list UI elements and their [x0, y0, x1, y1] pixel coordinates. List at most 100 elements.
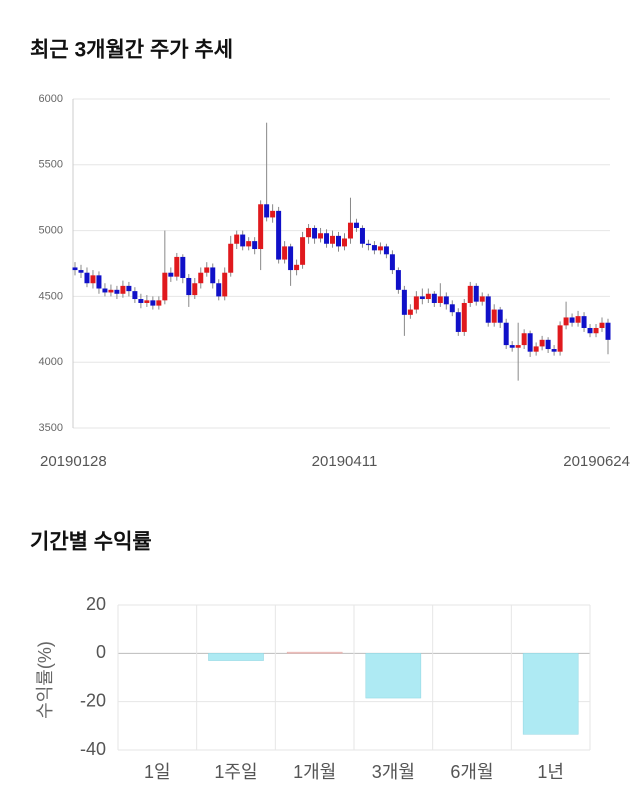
x-tick-label: 1주일	[214, 762, 257, 782]
candle-body	[192, 283, 198, 296]
candle-body	[557, 325, 563, 352]
y-tick-label: 20	[86, 594, 106, 614]
candle-body	[204, 267, 210, 273]
candle-body	[162, 272, 168, 301]
candle-body	[365, 243, 371, 246]
candle-body	[515, 345, 521, 348]
candle-body	[126, 285, 132, 292]
candle-body	[288, 246, 294, 271]
candle-body	[258, 204, 264, 250]
candle-body	[102, 288, 108, 293]
candle-body	[419, 296, 425, 300]
y-tick-label: -40	[80, 739, 106, 759]
candle-body	[341, 238, 347, 247]
candle-body	[521, 333, 527, 346]
candle-body	[90, 275, 96, 284]
candle-body	[527, 333, 533, 352]
candle-body	[575, 316, 581, 323]
candle-body	[138, 299, 144, 303]
candle-body	[318, 233, 324, 239]
candle-body	[467, 285, 473, 303]
x-tick-label: 1년	[537, 762, 564, 782]
candle-body	[395, 270, 401, 290]
candle-body	[240, 234, 246, 247]
y-tick-label: 6000	[39, 93, 63, 105]
candle-body	[497, 309, 503, 323]
candle-body	[156, 300, 162, 306]
bar	[208, 653, 264, 661]
candle-body	[461, 302, 467, 332]
candle-body	[324, 233, 330, 244]
candle-body	[599, 322, 605, 328]
candle-body	[485, 296, 491, 323]
candle-body	[222, 272, 228, 297]
candle-body	[144, 300, 150, 303]
return-title: 기간별 수익률	[30, 531, 152, 554]
candle-body	[180, 256, 186, 278]
candle-body	[294, 264, 300, 271]
candle-body	[276, 210, 282, 260]
x-tick-label: 20190411	[312, 453, 378, 470]
x-tick-label: 3개월	[372, 762, 415, 782]
candle-body	[455, 312, 461, 332]
x-tick-label: 1개월	[293, 762, 336, 782]
x-tick-label: 20190128	[40, 453, 107, 470]
bar	[522, 653, 579, 735]
candle-body	[383, 246, 389, 255]
candle-body	[401, 289, 407, 315]
candle-body	[150, 300, 156, 306]
candle-body	[551, 349, 557, 352]
candle-body	[234, 234, 240, 244]
candle-body	[174, 256, 180, 277]
candle-body	[108, 289, 114, 293]
candle-body	[132, 291, 138, 300]
candle-body	[425, 293, 431, 300]
candle-body	[545, 339, 551, 350]
candle-body	[605, 322, 611, 340]
y-tick-label: 5000	[39, 225, 63, 237]
candle-body	[587, 327, 593, 334]
candle-body	[569, 317, 575, 323]
y-tick-label: 5500	[39, 159, 63, 171]
candle-body	[509, 345, 515, 348]
candle-body	[413, 296, 419, 310]
candle-body	[431, 293, 437, 303]
candle-body	[449, 304, 455, 313]
candle-body	[437, 296, 443, 303]
candle-body	[300, 237, 306, 265]
candle-body	[539, 339, 545, 347]
candle-body	[114, 289, 120, 294]
candle-body	[336, 235, 342, 247]
candle-body	[72, 267, 78, 271]
candle-body	[371, 245, 377, 251]
candle-body	[282, 246, 288, 260]
candle-body	[563, 317, 569, 326]
candle-body	[581, 316, 587, 328]
candle-body	[533, 346, 539, 352]
x-tick-label: 1일	[144, 762, 171, 782]
candle-body	[389, 254, 395, 271]
y-tick-label: -20	[80, 690, 106, 710]
candle-body	[96, 275, 102, 289]
y-tick-label: 3500	[39, 422, 63, 434]
candle-body	[353, 222, 359, 228]
candle-body	[216, 283, 222, 297]
candle-body	[186, 277, 192, 296]
x-tick-label: 20190624	[563, 453, 630, 470]
y-tick-label: 4000	[39, 356, 63, 368]
candle-body	[264, 204, 270, 218]
bar	[286, 651, 343, 654]
candle-body	[84, 272, 90, 284]
candle-body	[168, 272, 174, 277]
candle-body	[252, 241, 258, 250]
candle-body	[270, 210, 276, 218]
candle-body	[210, 267, 216, 284]
candle-body	[78, 270, 84, 273]
candle-body	[377, 246, 383, 251]
candle-body	[312, 227, 318, 239]
candle-body	[359, 227, 365, 244]
bar	[365, 653, 422, 699]
candle-body	[120, 285, 126, 294]
candle-body	[479, 296, 485, 302]
price-title: 최근 3개월간 주가 추세	[30, 39, 233, 62]
